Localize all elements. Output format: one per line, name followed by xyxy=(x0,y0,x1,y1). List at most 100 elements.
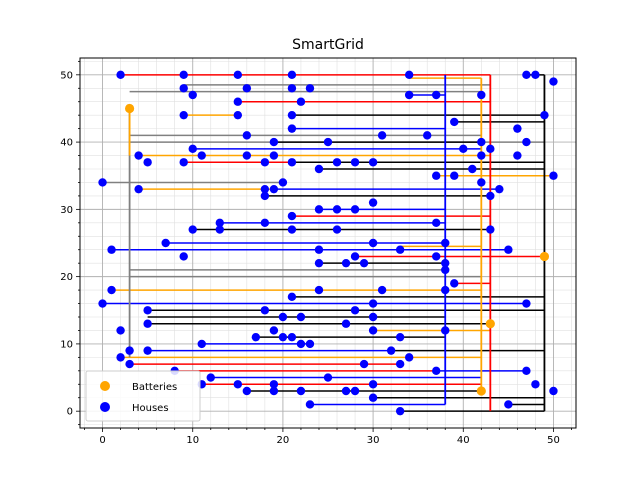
house-point xyxy=(215,225,224,234)
plot-frame xyxy=(79,57,577,429)
legend-label-batteries: Batteries xyxy=(132,382,177,393)
house-point xyxy=(522,70,531,80)
house-point xyxy=(441,265,450,275)
house-point xyxy=(549,171,558,180)
chart-title: SmartGrid xyxy=(292,37,364,53)
x-tick-label: 40 xyxy=(457,435,470,446)
x-tick-label: 30 xyxy=(367,435,380,446)
house-point xyxy=(332,205,342,214)
house-point xyxy=(269,326,279,335)
house-point xyxy=(395,245,405,254)
legend-box xyxy=(85,370,201,422)
house-point xyxy=(242,386,252,396)
house-point xyxy=(269,380,279,389)
house-point xyxy=(287,70,297,80)
house-point xyxy=(404,90,414,100)
house-point xyxy=(441,258,450,268)
house-point xyxy=(368,380,378,389)
house-point xyxy=(269,151,279,160)
house-point xyxy=(486,225,495,234)
house-point xyxy=(179,84,188,93)
y-tick-label: 40 xyxy=(60,138,73,149)
house-point xyxy=(395,332,405,342)
house-point xyxy=(477,178,486,187)
house-point xyxy=(323,373,333,382)
legend-label-houses: Houses xyxy=(132,403,169,414)
house-point xyxy=(287,84,297,93)
house-point xyxy=(377,285,387,295)
house-point xyxy=(287,110,297,120)
house-point xyxy=(450,171,459,180)
house-point xyxy=(549,386,558,396)
house-point xyxy=(260,218,270,228)
legend: Batteries Houses xyxy=(85,370,201,422)
house-point xyxy=(215,218,224,228)
house-point xyxy=(107,285,116,295)
house-point xyxy=(450,117,459,127)
house-point xyxy=(531,70,540,80)
house-point xyxy=(332,158,342,167)
house-point xyxy=(395,359,405,369)
house-point xyxy=(116,326,125,335)
house-point xyxy=(432,366,441,376)
house-point xyxy=(98,178,107,187)
house-point xyxy=(179,252,188,261)
house-point xyxy=(350,205,360,214)
house-point xyxy=(459,144,468,154)
x-tick-label: 10 xyxy=(186,435,199,446)
house-point xyxy=(188,144,197,154)
house-point xyxy=(432,252,441,261)
battery-points xyxy=(125,103,550,396)
house-point xyxy=(296,312,306,322)
house-point xyxy=(368,393,378,402)
legend-marker-batteries xyxy=(100,381,110,391)
house-point xyxy=(242,84,252,93)
x-tick-label: 50 xyxy=(547,435,560,446)
y-tick-label: 0 xyxy=(67,407,73,418)
house-point xyxy=(305,400,315,409)
house-point xyxy=(368,312,378,322)
house-point xyxy=(125,346,134,355)
house-point xyxy=(522,366,531,376)
house-point xyxy=(332,225,342,234)
battery-point xyxy=(125,103,135,114)
battery-point xyxy=(476,386,486,396)
house-point xyxy=(468,164,477,174)
house-point xyxy=(368,158,378,167)
house-point xyxy=(341,386,351,396)
house-point xyxy=(107,245,116,254)
house-point xyxy=(386,346,396,355)
house-point xyxy=(116,70,125,80)
house-point xyxy=(260,158,270,167)
house-point xyxy=(188,90,197,100)
house-point xyxy=(314,205,324,214)
house-point xyxy=(423,131,432,140)
house-point xyxy=(350,158,360,167)
house-point xyxy=(522,299,531,308)
x-axis-ticks: 0 10 20 30 40 50 xyxy=(84,428,572,446)
house-point xyxy=(197,151,206,160)
house-point xyxy=(504,400,513,409)
house-point xyxy=(251,332,261,342)
house-point xyxy=(368,299,378,308)
house-point xyxy=(134,151,143,160)
house-point xyxy=(206,373,215,382)
house-point xyxy=(350,306,360,315)
y-tick-label: 50 xyxy=(60,70,73,81)
legend-marker-houses xyxy=(100,402,110,412)
house-point xyxy=(368,326,378,335)
house-point xyxy=(269,386,279,396)
house-point xyxy=(314,285,324,295)
house-point xyxy=(233,97,243,106)
house-point xyxy=(477,90,486,100)
house-point xyxy=(432,90,441,100)
house-point xyxy=(242,131,252,140)
house-point xyxy=(269,184,279,194)
house-point xyxy=(143,319,152,328)
battery-point xyxy=(539,251,550,262)
y-tick-label: 10 xyxy=(60,339,73,350)
house-point xyxy=(450,279,459,288)
house-point xyxy=(179,158,188,167)
house-point xyxy=(233,70,243,80)
house-point xyxy=(278,332,288,342)
